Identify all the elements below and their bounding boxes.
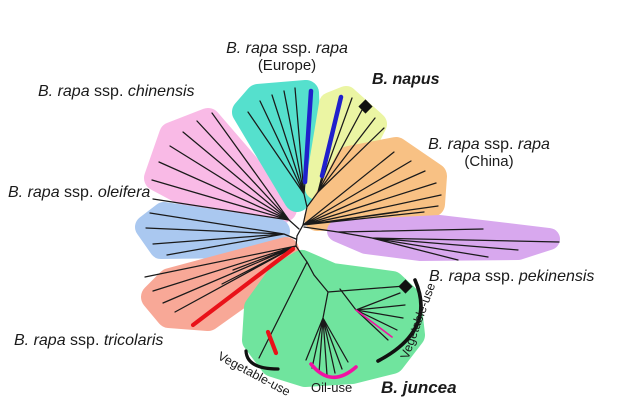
branches-tricolaris <box>144 245 297 313</box>
tree-branches <box>144 87 560 376</box>
highlight-branch-magenta-juncea <box>355 309 393 338</box>
branches-chinensis <box>151 112 300 230</box>
trunk <box>295 191 319 247</box>
branches-juncea <box>258 245 406 376</box>
label-rapa-china: B. rapa ssp. rapa (China) <box>415 136 563 171</box>
label-rapa-china-line1: B. rapa ssp. rapa <box>428 136 550 153</box>
label-rapa-europe-line1: B. rapa ssp. rapa <box>226 40 348 57</box>
annotation-oil-use: Oil-use <box>311 380 353 395</box>
arc-vegetable-use-right <box>376 278 423 363</box>
diamond-marker-juncea <box>398 279 413 294</box>
label-oleifera: B. rapa ssp. oleifera <box>8 184 151 201</box>
highlight-branch-red-tricolaris <box>190 246 296 328</box>
branches-rapa-europe <box>247 87 306 195</box>
label-rapa-europe-line2: (Europe) <box>257 56 317 74</box>
group-arcs <box>244 278 423 380</box>
label-rapa-china-line2: (China) <box>464 152 514 170</box>
label-chinensis: B. rapa ssp. chinensis <box>38 83 195 100</box>
branches-oleifera <box>145 212 297 256</box>
arc-vegetable-use-left <box>244 349 280 371</box>
diamond-marker-napus <box>358 99 373 114</box>
arc-oil-use <box>309 362 358 380</box>
clade-blob-chinensis <box>144 108 297 229</box>
label-pekinensis: B. rapa ssp. pekinensis <box>429 268 595 285</box>
clade-blob-pekinensis <box>327 215 560 261</box>
highlighted-branches <box>190 88 393 356</box>
label-napus: B. napus <box>372 71 440 88</box>
diamond-markers <box>358 99 413 294</box>
branches-rapa-china <box>302 151 442 226</box>
label-juncea: B. juncea <box>381 378 457 397</box>
highlight-branch-red-juncea <box>265 329 279 356</box>
branches-napus <box>317 97 385 193</box>
branches-pekinensis <box>303 226 560 261</box>
highlight-branch-blue-europe <box>302 88 314 185</box>
label-rapa-europe: B. rapa ssp. rapa (Europe) <box>208 40 366 75</box>
label-tricolaris: B. rapa ssp. tricolaris <box>14 332 164 349</box>
highlight-branch-blue-napus <box>319 94 344 179</box>
